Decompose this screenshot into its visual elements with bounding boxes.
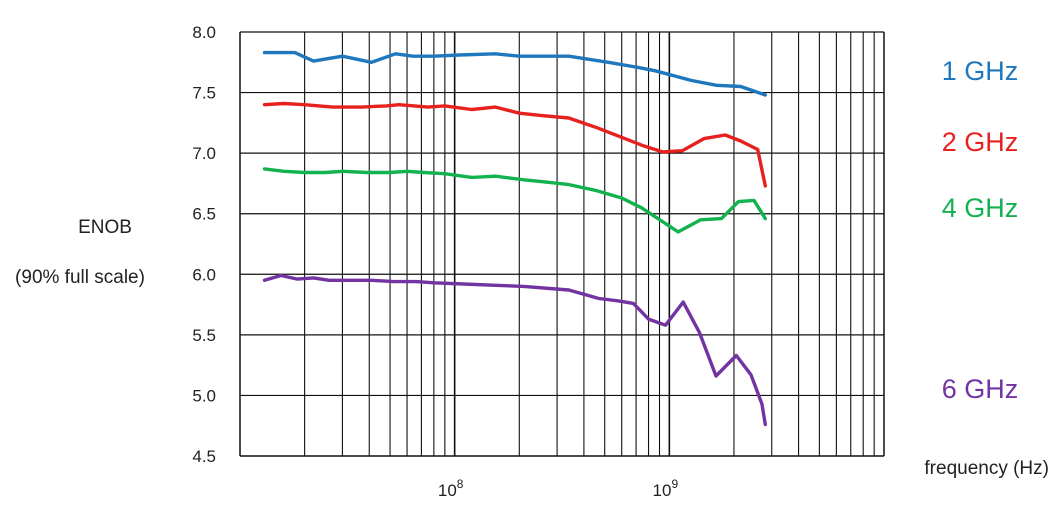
series-line-4-ghz (262, 167, 767, 234)
y-tick-label: 8.0 (192, 23, 216, 42)
y-tick-labels: 8.0 7.5 7.0 6.5 6.0 5.5 5.0 4.5 (192, 23, 216, 466)
y-tick-label: 5.5 (192, 326, 216, 345)
y-tick-label: 6.5 (192, 205, 216, 224)
legend-label-2-ghz: 2 GHz (942, 127, 1019, 157)
series-line-1-ghz (262, 50, 767, 97)
y-tick-label: 6.0 (192, 265, 216, 284)
series-line-2-ghz (262, 101, 767, 188)
x-axis-label: frequency (Hz) (924, 458, 1049, 479)
x-tick-label: 108 (438, 477, 464, 500)
y-axis-sublabel: (90% full scale) (15, 267, 145, 288)
legend-label-6-ghz: 6 GHz (942, 374, 1019, 404)
x-tick-label: 109 (653, 477, 679, 500)
legend-label-1-ghz: 1 GHz (942, 56, 1019, 86)
y-tick-label: 5.0 (192, 386, 216, 405)
legend-label-4-ghz: 4 GHz (942, 193, 1019, 223)
grid (240, 32, 884, 456)
plot-frame (239, 31, 885, 457)
y-axis-label: ENOB (78, 217, 132, 238)
y-tick-label: 7.5 (192, 84, 216, 103)
y-tick-label: 7.0 (192, 144, 216, 163)
x-tick-labels: 108 109 (438, 477, 679, 500)
legend: 1 GHz 2 GHz 4 GHz 6 GHz (942, 56, 1019, 404)
y-tick-label: 4.5 (192, 447, 216, 466)
series-lines (262, 50, 767, 427)
series-line-6-ghz (262, 273, 767, 427)
